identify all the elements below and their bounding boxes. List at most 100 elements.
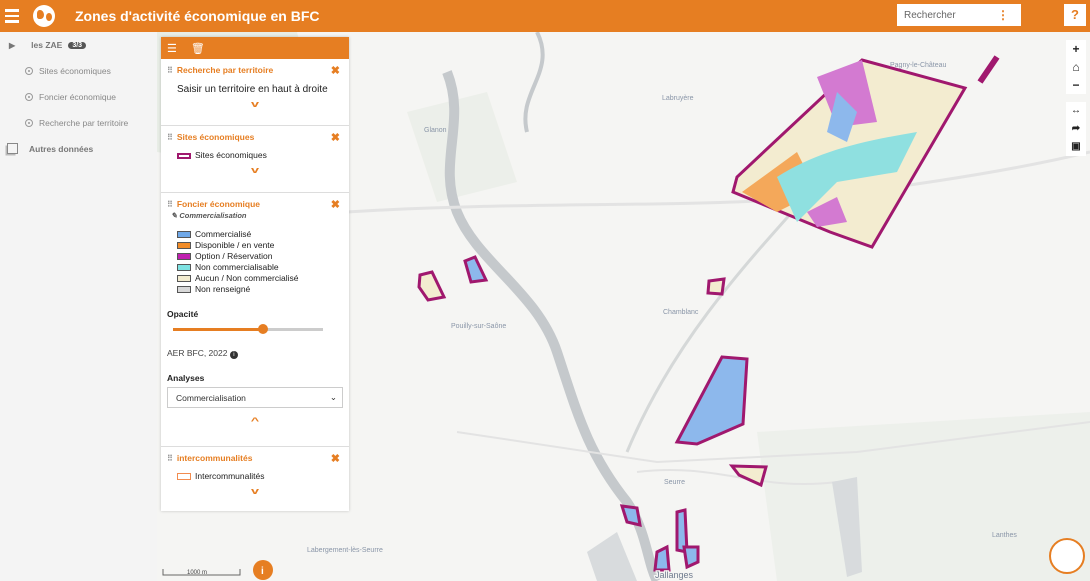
layer-icon xyxy=(25,119,33,127)
chevron-up-icon[interactable]: ^ xyxy=(250,416,260,426)
zone-seurre[interactable] xyxy=(674,355,749,446)
close-icon[interactable]: ✖ xyxy=(330,65,340,77)
legend-item: Option / Réservation xyxy=(177,251,343,262)
info-icon[interactable]: i xyxy=(229,351,238,359)
legend-label: Aucun / Non commercialisé xyxy=(195,273,299,283)
zones xyxy=(417,55,1000,572)
place-label: Lanthes xyxy=(992,532,1017,539)
close-icon[interactable]: ✖ xyxy=(330,453,340,465)
section-recherche: ⠿ Recherche par territoire ✖ Saisir un te… xyxy=(161,59,349,126)
legend-label: Option / Réservation xyxy=(195,251,273,261)
drag-handle-icon[interactable]: ⠿ xyxy=(167,65,173,75)
slider-handle[interactable] xyxy=(258,324,268,334)
place-label: Pouilly-sur-Saône xyxy=(451,323,506,330)
info-icon: i xyxy=(261,566,264,577)
legend-label: Non commercialisable xyxy=(195,262,279,272)
sidebar-item-foncier[interactable]: Foncier économique xyxy=(25,92,116,102)
measure-icon[interactable]: ↔ xyxy=(1071,105,1081,116)
analyses-label: Analyses xyxy=(167,373,205,383)
list-icon[interactable]: ☰ xyxy=(167,42,177,55)
menu-icon[interactable] xyxy=(5,9,19,23)
legend-item: Non renseigné xyxy=(177,284,343,295)
zone[interactable] xyxy=(653,544,671,572)
legend-swatch xyxy=(177,286,191,293)
section-intercommunalites: ⠿ intercommunalités ✖ Intercommunalités v xyxy=(161,447,349,511)
close-icon[interactable]: ✖ xyxy=(330,132,340,144)
place-label: Chamblanc xyxy=(663,309,699,316)
section-title: Foncier économique xyxy=(176,199,260,209)
scale-label: 1000 m xyxy=(187,570,207,576)
legend-label: Non renseigné xyxy=(195,284,251,294)
place-label: Glanon xyxy=(424,127,447,134)
legend-item: Disponible / en vente xyxy=(177,240,343,251)
source-text: AER BFC, 2022 xyxy=(167,348,228,358)
place-label: Jallanges xyxy=(655,570,694,580)
app-title: Zones d'activité économique en BFC xyxy=(75,8,320,24)
caret-right-icon: ▶ xyxy=(9,40,16,50)
sidebar-item-recherche[interactable]: Recherche par territoire xyxy=(25,118,128,128)
section-title: Sites économiques xyxy=(176,132,255,142)
image-export-icon[interactable]: ▣ xyxy=(1071,141,1081,152)
close-icon[interactable]: ✖ xyxy=(330,199,340,211)
zoom-in-button[interactable]: + xyxy=(1072,42,1080,56)
count-badge: 3/3 xyxy=(68,41,87,49)
sidebar-item-sites[interactable]: Sites économiques xyxy=(25,66,111,76)
sidebar: ▶ les ZAE 3/3 Sites économiques Foncier … xyxy=(0,32,157,581)
item-label: Sites économiques xyxy=(39,66,111,76)
copy-icon xyxy=(7,143,18,154)
zone[interactable] xyxy=(619,504,642,527)
scale-bar: 1000 m xyxy=(162,569,241,576)
other-label: Autres données xyxy=(29,143,94,154)
legend-item: Non commercialisable xyxy=(177,262,343,273)
sidebar-other-data[interactable]: Autres données xyxy=(7,143,93,154)
legend-swatch xyxy=(177,264,191,271)
overview-minimap[interactable] xyxy=(1049,538,1085,574)
drag-handle-icon[interactable]: ⠿ xyxy=(167,132,173,142)
legend-swatch xyxy=(177,152,191,159)
legend-label: Commercialisé xyxy=(195,229,252,239)
zone[interactable] xyxy=(463,255,489,284)
home-icon[interactable]: ⌂ xyxy=(1072,60,1080,74)
trash-icon[interactable]: 🗑 xyxy=(190,42,205,55)
section-text: Saisir un territoire en haut à droite xyxy=(177,84,328,95)
analyses-select[interactable]: Commercialisation ⌄ xyxy=(167,387,343,408)
info-button[interactable] xyxy=(253,560,273,580)
drag-handle-icon[interactable]: ⠿ xyxy=(167,453,173,463)
top-bar: Zones d'activité économique en BFC Reche… xyxy=(0,0,1090,32)
opacity-slider[interactable] xyxy=(167,322,343,336)
legend-item: Aucun / Non commercialisé xyxy=(177,273,343,284)
zone[interactable] xyxy=(706,277,726,296)
place-label: Labruyère xyxy=(662,95,694,102)
chevron-down-icon[interactable]: v xyxy=(250,486,259,496)
opacity-label: Opacité xyxy=(167,309,199,319)
search-input[interactable]: Rechercher ⋮ xyxy=(897,4,1021,26)
share-icon[interactable]: ➦ xyxy=(1071,123,1081,134)
item-label: Foncier économique xyxy=(39,92,117,102)
chevron-down-icon[interactable]: v xyxy=(250,165,259,175)
help-button[interactable]: ? xyxy=(1064,4,1086,26)
item-label: Recherche par territoire xyxy=(39,118,129,128)
legend-swatch xyxy=(177,253,191,260)
section-title: intercommunalités xyxy=(176,453,253,463)
more-options-icon[interactable]: ⋮ xyxy=(997,8,1009,22)
sidebar-group-zae[interactable]: ▶ les ZAE 3/3 xyxy=(9,40,87,50)
pencil-icon: ✎ xyxy=(171,211,180,220)
chevron-down-icon[interactable]: v xyxy=(250,99,259,109)
zone[interactable] xyxy=(417,270,447,302)
zoom-controls: + ⌂ − xyxy=(1066,40,1086,94)
layer-icon xyxy=(25,67,33,75)
legend-label: Disponible / en vente xyxy=(195,240,275,250)
section-sites: ⠿ Sites économiques ✖ Sites économiques v xyxy=(161,126,349,193)
legend-panel: ☰ 🗑 ⠿ Recherche par territoire ✖ Saisir un… xyxy=(161,37,349,511)
tool-controls: ↔ ➦ ▣ xyxy=(1066,102,1086,156)
place-label: Seurre xyxy=(664,479,685,486)
layer-icon xyxy=(25,93,33,101)
legend-swatch xyxy=(177,275,191,282)
zone[interactable] xyxy=(728,464,768,488)
section-title: Recherche par territoire xyxy=(176,65,274,75)
group-label: les ZAE xyxy=(31,40,63,50)
zoom-out-button[interactable]: − xyxy=(1072,78,1080,92)
drag-handle-icon[interactable]: ⠿ xyxy=(167,199,173,209)
zone[interactable] xyxy=(682,545,700,570)
chevron-down-icon: ⌄ xyxy=(329,392,337,402)
